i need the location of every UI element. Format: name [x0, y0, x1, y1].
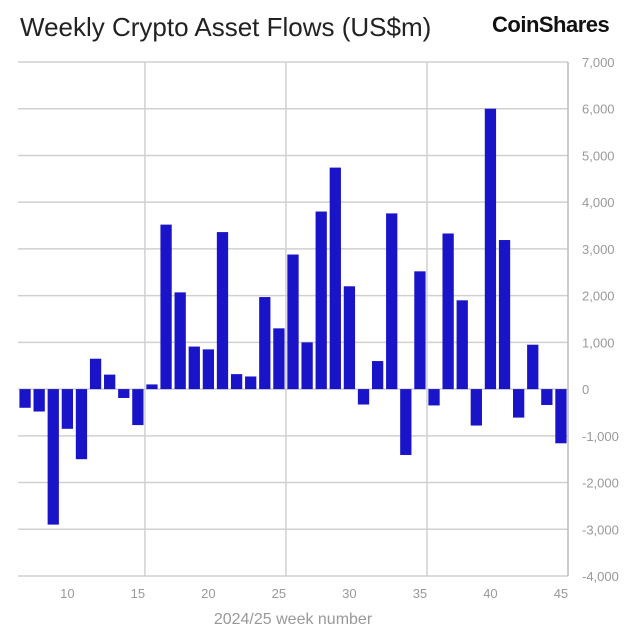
bar-week-45 — [555, 389, 567, 444]
y-tick-label: 5,000 — [582, 148, 615, 163]
bar-week-25 — [273, 328, 285, 390]
bar-week-39 — [470, 389, 482, 426]
y-tick-label: -4,000 — [582, 569, 619, 584]
coinshares-logo: CoinShares — [492, 12, 610, 37]
bar-week-28 — [315, 211, 327, 390]
bar-week-35 — [414, 271, 426, 390]
bar-week-37 — [442, 233, 454, 390]
bar-week-30 — [343, 286, 356, 390]
x-tick-label: 40 — [483, 586, 497, 601]
bar-week-23 — [245, 376, 257, 390]
y-tick-label: -3,000 — [582, 522, 619, 537]
bar-week-12 — [89, 358, 102, 390]
x-tick-label: 15 — [131, 586, 145, 601]
y-tick-label: 4,000 — [582, 195, 615, 210]
y-tick-label: -2,000 — [582, 476, 619, 491]
bar-week-42 — [513, 389, 525, 418]
x-tick-label: 20 — [201, 586, 215, 601]
y-tick-label: 1,000 — [582, 335, 615, 350]
x-tick-label: 10 — [60, 586, 74, 601]
bar-week-13 — [104, 374, 116, 390]
bar-week-27 — [301, 342, 313, 390]
bar-week-16 — [146, 384, 158, 390]
bar-week-7 — [19, 389, 31, 408]
x-tick-label: 35 — [413, 586, 427, 601]
chart-title: Weekly Crypto Asset Flows (US$m) — [20, 12, 432, 42]
y-tick-label: 2,000 — [582, 289, 615, 304]
bar-week-34 — [400, 389, 412, 455]
bar-week-9 — [47, 389, 59, 525]
y-tick-label: 7,000 — [582, 55, 615, 70]
bar-week-29 — [329, 167, 341, 390]
bar-week-15 — [132, 389, 144, 426]
y-tick-label: 3,000 — [582, 242, 615, 257]
bar-week-41 — [498, 240, 511, 390]
bar-week-40 — [484, 108, 497, 390]
bar-week-10 — [61, 389, 73, 429]
x-tick-label: 45 — [554, 586, 568, 601]
bar-week-8 — [33, 389, 45, 412]
y-tick-label: 0 — [582, 382, 589, 397]
bar-week-14 — [118, 389, 130, 398]
bar-week-38 — [456, 300, 468, 390]
bar-week-21 — [216, 232, 229, 390]
x-tick-label: 25 — [272, 586, 286, 601]
bar-week-24 — [259, 297, 271, 390]
y-tick-label: 6,000 — [582, 102, 615, 117]
x-tick-label: 30 — [342, 586, 356, 601]
bar-week-26 — [287, 254, 299, 390]
bar-week-17 — [160, 224, 172, 390]
y-tick-label: -1,000 — [582, 429, 619, 444]
x-axis-label: 2024/25 week number — [214, 611, 373, 628]
bar-week-19 — [188, 346, 200, 390]
bar-week-36 — [428, 389, 440, 406]
bar-week-44 — [541, 389, 553, 405]
bar-week-31 — [357, 389, 370, 405]
bar-week-43 — [527, 344, 539, 390]
bar-week-11 — [75, 389, 88, 460]
bar-week-32 — [371, 361, 384, 390]
bar-week-33 — [386, 213, 398, 390]
bar-week-18 — [174, 292, 186, 390]
bar-week-20 — [202, 349, 215, 390]
bar-week-22 — [230, 374, 243, 390]
